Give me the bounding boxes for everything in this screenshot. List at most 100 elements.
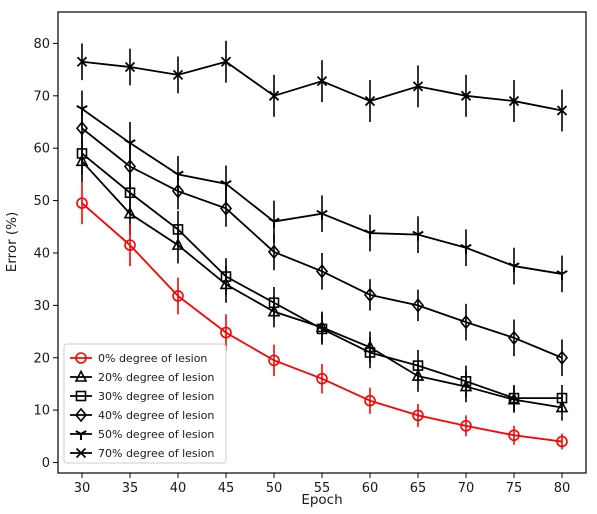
series-4	[75, 107, 569, 377]
y-tick-label: 60	[33, 142, 50, 157]
x-tick-label: 30	[74, 481, 91, 496]
data-point	[412, 360, 424, 371]
data-point	[316, 209, 328, 220]
y-tick-label: 70	[33, 89, 50, 104]
legend-label: 40% degree of lesion	[98, 409, 214, 422]
data-point	[460, 376, 472, 387]
data-point	[555, 350, 569, 365]
data-point	[220, 179, 232, 190]
x-tick-label: 80	[554, 481, 571, 496]
data-point	[364, 394, 376, 407]
data-point	[508, 95, 520, 107]
legend-label: 0% degree of lesion	[98, 352, 207, 365]
series-1	[76, 182, 568, 450]
data-point	[172, 170, 184, 181]
data-point	[123, 206, 137, 219]
data-point	[364, 95, 376, 107]
legend-marker	[75, 447, 87, 459]
x-axis: 30 35 40 45 50 55 60 65 70 75 80	[74, 473, 571, 496]
legend-entry: 20% degree of lesion	[70, 369, 214, 384]
legend-marker	[74, 369, 88, 382]
data-point	[268, 297, 280, 309]
data-point	[75, 121, 89, 136]
data-point	[412, 230, 424, 241]
data-point	[268, 354, 280, 367]
y-tick-label: 30	[33, 299, 50, 314]
data-point	[316, 372, 328, 385]
legend-marker	[75, 390, 87, 402]
data-point	[220, 56, 232, 67]
data-point	[316, 76, 328, 87]
legend-entry: 30% degree of lesion	[70, 390, 214, 403]
legend-marker	[74, 407, 88, 423]
data-point	[76, 56, 88, 67]
y-tick-label: 50	[33, 194, 50, 209]
data-point	[220, 326, 232, 339]
y-tick-label: 20	[33, 351, 50, 366]
data-point	[507, 330, 521, 346]
y-tick-label: 10	[33, 404, 50, 419]
data-point	[412, 409, 424, 422]
legend-label: 20% degree of lesion	[98, 371, 214, 384]
legend: 0% degree of lesion 20% degree of lesion 3…	[63, 343, 227, 464]
x-tick-label: 50	[266, 481, 283, 496]
series-3	[76, 132, 568, 412]
y-tick-label: 0	[42, 456, 50, 471]
x-tick-label: 35	[122, 481, 139, 496]
legend-entry: 40% degree of lesion	[70, 407, 214, 423]
data-point	[364, 229, 376, 240]
data-point	[172, 69, 184, 81]
data-point	[219, 201, 233, 216]
data-point	[124, 139, 136, 149]
legend-entry: 50% degree of lesion	[70, 428, 214, 441]
x-axis-label: Epoch	[301, 492, 342, 508]
legend-label: 50% degree of lesion	[98, 428, 214, 441]
legend-box	[63, 343, 227, 464]
x-tick-label: 45	[218, 481, 235, 496]
data-point	[124, 187, 136, 199]
data-point	[171, 183, 185, 199]
legend-label: 70% degree of lesion	[98, 447, 214, 460]
x-tick-label: 70	[458, 481, 475, 496]
data-point	[171, 237, 185, 250]
data-point	[460, 90, 472, 101]
y-axis-label: Error (%)	[4, 212, 20, 273]
legend-label: 30% degree of lesion	[98, 390, 214, 403]
data-point	[316, 323, 328, 335]
legend-marker	[75, 430, 87, 440]
legend-marker	[75, 352, 87, 364]
data-point	[459, 314, 473, 330]
data-point	[220, 271, 232, 282]
data-point	[460, 243, 472, 254]
series-5	[76, 90, 568, 293]
data-point	[460, 420, 472, 432]
data-point	[411, 298, 425, 313]
data-point	[364, 347, 376, 358]
data-point	[363, 287, 377, 303]
data-point	[267, 244, 281, 260]
data-point	[508, 429, 520, 442]
data-point	[556, 270, 568, 280]
data-point	[556, 105, 568, 116]
x-tick-label: 60	[362, 481, 379, 496]
data-point	[315, 264, 329, 279]
x-tick-label: 75	[506, 481, 523, 496]
data-point	[76, 197, 88, 210]
data-point	[124, 61, 136, 73]
y-axis: 0 10 20 30 40 50 60 70 80	[33, 37, 58, 471]
x-tick-label: 55	[314, 481, 331, 496]
data-point	[124, 239, 136, 251]
data-point	[268, 90, 280, 101]
data-point	[172, 224, 184, 235]
series-6	[76, 40, 568, 132]
data-point	[172, 290, 184, 302]
data-point	[556, 435, 568, 448]
data-point	[268, 217, 280, 228]
data-layer	[75, 40, 569, 450]
x-tick-label: 65	[410, 481, 427, 496]
series-line	[81, 108, 563, 275]
data-point	[508, 262, 520, 273]
data-point	[555, 400, 569, 413]
legend-entry: 0% degree of lesion	[70, 352, 207, 365]
